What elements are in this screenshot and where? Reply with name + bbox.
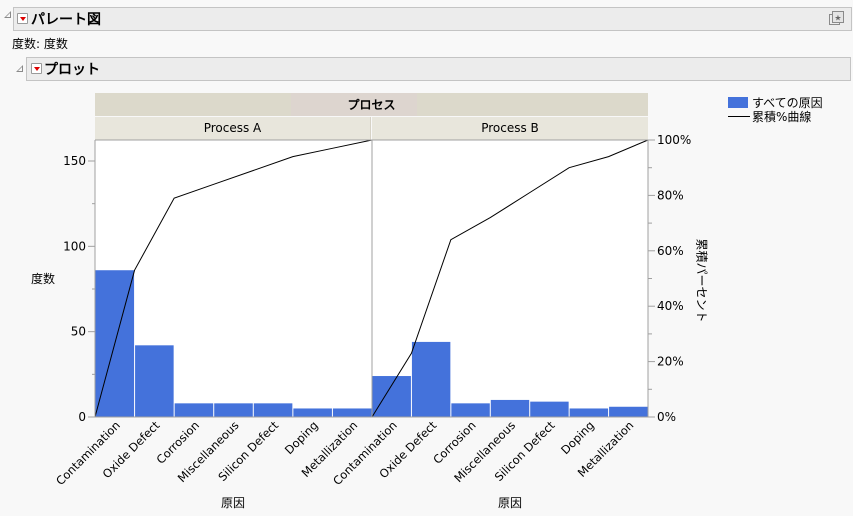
x-tick-label: Metallization <box>575 418 637 480</box>
red-triangle-menu-icon[interactable] <box>31 63 42 74</box>
bar[interactable] <box>332 408 372 417</box>
legend-bar-label: すべての原因 <box>752 95 823 110</box>
bar[interactable] <box>372 376 411 417</box>
x-tick-label: Oxide Defect <box>100 418 163 481</box>
y-tick-label: 150 <box>63 154 86 168</box>
disclosure-icon[interactable] <box>4 11 11 18</box>
legend-bar-swatch <box>728 96 748 108</box>
y-tick-label: 50 <box>71 325 86 339</box>
report-outline-header <box>13 7 852 31</box>
panel-header-a: Process A <box>95 117 371 140</box>
svg-text:★: ★ <box>834 14 841 23</box>
bar[interactable] <box>214 403 253 417</box>
x-tick-label: Corrosion <box>154 418 203 467</box>
red-triangle-menu-icon[interactable] <box>17 13 28 24</box>
x-tick-label: Miscellaneous <box>175 418 242 485</box>
plot-section-title: プロット <box>44 62 100 78</box>
y2-tick-label: 20% <box>657 355 684 369</box>
bar[interactable] <box>530 401 569 417</box>
x-tick-label: Doping <box>282 418 321 457</box>
y2-tick-label: 80% <box>657 188 684 202</box>
x-tick-label: Doping <box>558 418 597 457</box>
bar[interactable] <box>490 399 530 417</box>
report-title: パレート図 <box>31 12 101 28</box>
bar[interactable] <box>135 345 174 417</box>
y-tick-label: 100 <box>63 239 86 253</box>
y-axis-label: 度数 <box>31 272 56 286</box>
x-tick-label: Silicon Defect <box>492 418 558 484</box>
y2-axis-label: 累積パーセント <box>694 238 709 323</box>
group-header-label-bg <box>291 93 417 116</box>
x-tick-label: Silicon Defect <box>215 418 281 484</box>
x-tick-label: Contamination <box>53 418 123 488</box>
bar[interactable] <box>95 270 135 417</box>
bar[interactable] <box>451 403 490 417</box>
y2-tick-label: 0% <box>657 410 676 424</box>
x-tick-label: Miscellaneous <box>451 418 518 485</box>
y-tick-label: 0 <box>78 410 86 424</box>
x-tick-label: Contamination <box>330 418 400 488</box>
x-axis-label-a: 原因 <box>221 496 246 510</box>
x-tick-label: Oxide Defect <box>376 418 439 481</box>
bar[interactable] <box>569 408 609 417</box>
x-tick-label: Metallization <box>299 418 361 480</box>
plot-area <box>95 140 372 417</box>
x-tick-label: Corrosion <box>430 418 479 467</box>
group-header-label: プロセス <box>347 98 396 112</box>
star-icon[interactable]: ★ <box>829 11 844 26</box>
legend: すべての原因 累積%曲線 <box>728 95 823 124</box>
bar[interactable] <box>609 406 648 417</box>
x-axis-label-b: 原因 <box>498 496 523 510</box>
bar[interactable] <box>253 403 293 417</box>
bar[interactable] <box>411 341 451 417</box>
cumulative-line <box>371 139 649 418</box>
panel-header-b: Process B <box>372 117 648 140</box>
disclosure-icon[interactable] <box>16 65 23 72</box>
cumulative-line <box>94 139 373 418</box>
y2-tick-label: 100% <box>657 133 691 147</box>
panel-label-a: Process A <box>203 121 262 135</box>
plot-outline-header <box>26 57 851 81</box>
bar[interactable] <box>174 403 214 417</box>
legend-line-swatch <box>728 115 750 117</box>
bar[interactable] <box>293 408 332 417</box>
legend-line-label: 累積%曲線 <box>752 109 812 124</box>
plot-area <box>372 140 648 417</box>
y2-tick-label: 60% <box>657 244 684 258</box>
y2-tick-label: 40% <box>657 299 684 313</box>
panel-label-b: Process B <box>481 121 539 135</box>
report-subtitle: 度数: 度数 <box>12 37 68 51</box>
